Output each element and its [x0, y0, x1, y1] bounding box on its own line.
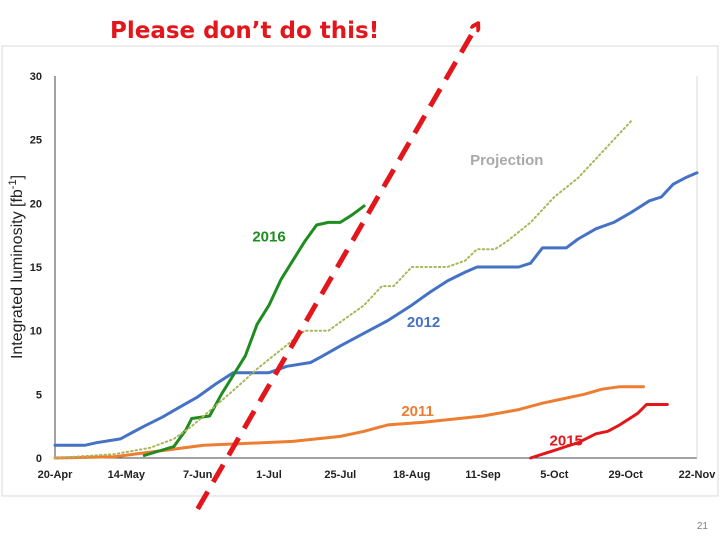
chart-frame	[1, 45, 719, 497]
series-lines	[53, 25, 699, 511]
page-number: 21	[696, 521, 708, 532]
y-tick-label: 15	[30, 262, 42, 274]
x-tick-label: 22-Nov	[679, 469, 717, 481]
series-labels: Projection 2016 2012 2011 2015	[252, 152, 583, 449]
series-label: 2012	[407, 314, 440, 331]
x-tick-label: 18-Aug	[393, 469, 430, 481]
y-tick-label: 10	[30, 326, 42, 338]
series-label: 2011	[401, 403, 434, 420]
y-tick-label: 25	[30, 135, 42, 147]
dashed-arrow-line	[195, 25, 477, 511]
series-2015-line	[529, 403, 669, 460]
x-tick-label: 14-May	[108, 469, 146, 481]
x-tick-label: 7-Jun	[183, 469, 213, 481]
series-2016-line	[142, 204, 366, 457]
series-label: Projection	[470, 152, 543, 169]
y-axis-label: Integrated luminosity [fb-1]	[7, 175, 26, 359]
series-label: 2016	[252, 229, 285, 246]
y-tick-label: 20	[30, 198, 42, 210]
x-tick-label: 29-Oct	[609, 469, 644, 481]
y-tick-label: 5	[36, 389, 42, 401]
x-tick-label: 5-Oct	[540, 469, 568, 481]
y-tick-label: 0	[36, 453, 42, 465]
x-tick-labels: 20-Apr 14-May 7-Jun 1-Jul 25-Jul 18-Aug 11-Sep…	[38, 469, 717, 481]
slide-title: Please don’t do this!	[110, 18, 380, 44]
x-tick-label: 20-Apr	[38, 469, 74, 481]
x-tick-label: 25-Jul	[324, 469, 356, 481]
y-tick-labels: 0 5 10 15 20 25 30	[30, 71, 42, 465]
x-tick-label: 11-Sep	[465, 469, 501, 481]
y-tick-label: 30	[30, 71, 42, 83]
series-2011-line	[53, 385, 645, 460]
series-2012-line	[53, 171, 699, 447]
series-label: 2015	[550, 432, 583, 449]
series-projection-line	[54, 119, 633, 459]
x-tick-label: 1-Jul	[256, 469, 282, 481]
